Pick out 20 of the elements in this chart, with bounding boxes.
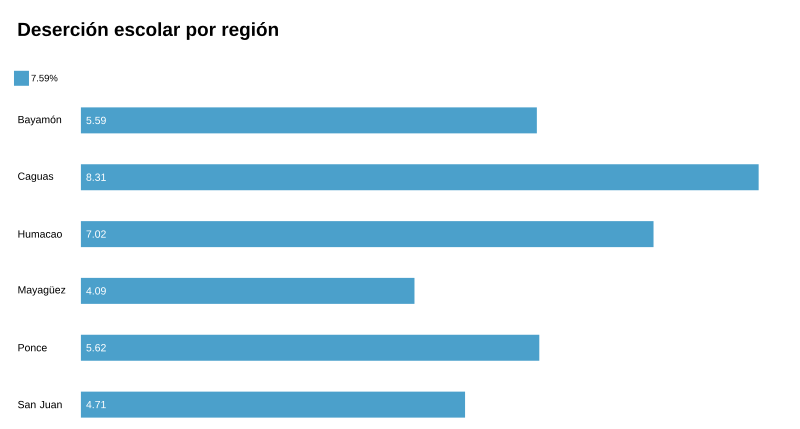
bar <box>80 278 414 304</box>
bar <box>80 334 540 361</box>
chart-title: Deserción escolar por región <box>18 22 278 40</box>
data-label: 7.02 <box>86 230 106 238</box>
data-label: 5.59 <box>86 116 106 124</box>
bar <box>80 221 654 248</box>
y-tick-label: Bayamón <box>18 115 62 126</box>
data-label: 4.09 <box>86 287 106 295</box>
legend-label: 7.59% <box>31 74 58 82</box>
data-label: 8.31 <box>86 174 106 181</box>
y-tick-label: San Juan <box>18 400 62 408</box>
data-label: 5.62 <box>86 344 106 352</box>
bar <box>80 164 759 190</box>
bar <box>80 392 466 418</box>
y-tick-label: Mayagüez <box>18 286 66 296</box>
y-tick-label: Ponce <box>18 344 47 352</box>
y-tick-label: Humacao <box>18 230 62 238</box>
data-label: 4.71 <box>86 400 106 408</box>
bar <box>80 107 537 134</box>
y-tick-label: Caguas <box>18 172 54 182</box>
